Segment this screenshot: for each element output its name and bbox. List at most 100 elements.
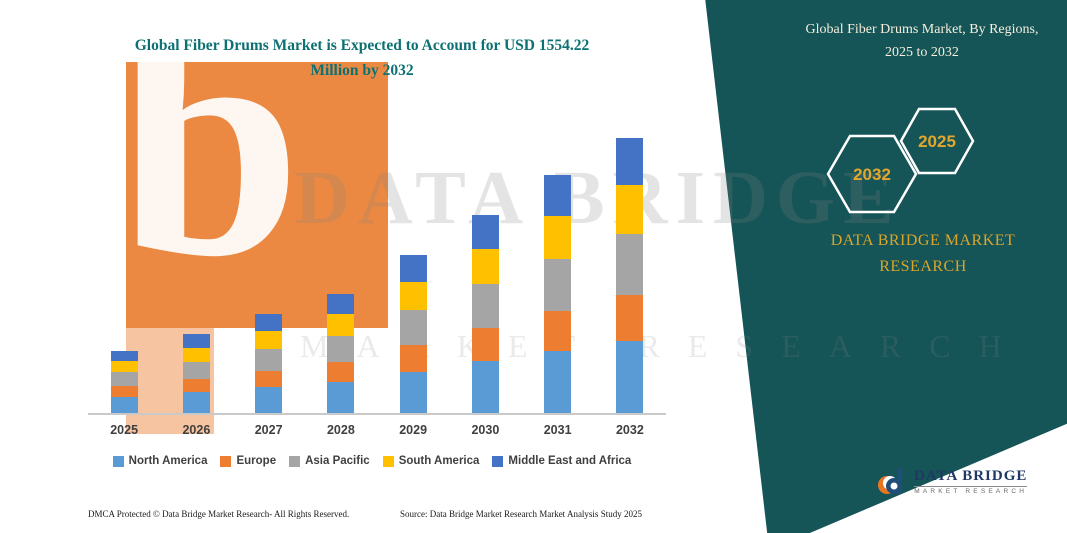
legend-swatch-north-america [112,455,124,467]
side-panel-heading: Global Fiber Drums Market, By Regions, 2… [805,22,1039,61]
segment-south-america-2026 [182,347,210,362]
segment-middle-east-and-africa-2025 [110,350,138,362]
segment-asia-pacific-2031 [544,258,572,311]
stacked-bar-2029 [399,254,427,413]
hexagon-2025 [899,107,975,175]
stacked-bar-2032 [616,137,644,413]
stacked-bar-2031 [544,175,572,413]
legend-swatch-middle-east-and-africa [492,455,504,467]
chart-legend: North America Europe Asia Pacific South Ame… [62,455,682,467]
logo-subtitle: MARKET RESEARCH [914,485,1028,495]
legend-swatch-europe [220,455,232,467]
data-bridge-b-watermark: b [126,62,388,328]
bar-slot-2025 [88,112,160,413]
segment-europe-2029 [399,345,427,372]
data-bridge-logo: DATA BRIDGE MARKET RESEARCH [876,466,1028,496]
stacked-bar-2026 [182,333,210,413]
segment-south-america-2029 [399,281,427,311]
footer-source-text: Source: Data Bridge Market Research Mark… [400,509,642,519]
segment-europe-2028 [327,362,355,383]
plot-area [88,112,666,415]
segment-south-america-2028 [327,314,355,336]
segment-asia-pacific-2028 [327,335,355,363]
segment-asia-pacific-2029 [399,310,427,346]
segment-europe-2032 [616,294,644,342]
bar-slot-2032 [594,112,666,413]
x-tick-2027: 2027 [254,423,283,437]
legend-item-europe: Europe [220,455,276,467]
x-tick-2025: 2025 [110,423,139,437]
segment-south-america-2025 [110,361,138,373]
segment-europe-2027 [255,370,283,388]
bar-slot-2031 [522,112,594,413]
legend-label-south-america: South America [398,455,480,467]
segment-south-america-2027 [255,330,283,349]
logo-title: DATA BRIDGE [914,467,1028,484]
x-axis-labels: 2025 2026 2027 2028 2029 2030 2031 2032 [88,423,666,437]
legend-label-asia-pacific: Asia Pacific [305,455,370,467]
legend-item-asia-pacific: Asia Pacific [289,455,370,467]
segment-north-america-2025 [110,396,138,413]
legend-item-north-america: North America [112,455,208,467]
legend-item-south-america: South America [382,455,480,467]
x-tick-2028: 2028 [326,423,355,437]
x-tick-2026: 2026 [182,423,211,437]
bar-slot-2029 [377,112,449,413]
stacked-bar-2030 [471,215,499,413]
segment-north-america-2027 [255,387,283,413]
hexagon-2032-label: 2032 [853,165,891,184]
segment-north-america-2031 [544,351,572,413]
segment-middle-east-and-africa-2029 [399,254,427,282]
panel-brand-text: DATA BRIDGE MARKET RESEARCH [790,228,1056,279]
segment-asia-pacific-2027 [255,348,283,371]
segment-south-america-2030 [471,248,499,285]
segment-north-america-2032 [616,341,644,413]
legend-label-europe: Europe [236,455,277,467]
bar-slot-2028 [305,112,377,413]
segment-middle-east-and-africa-2027 [255,314,283,331]
bar-slot-2026 [160,112,232,413]
segment-asia-pacific-2030 [471,284,499,328]
segment-asia-pacific-2025 [110,372,138,387]
panel-brand-line2: RESEARCH [879,257,967,275]
segment-middle-east-and-africa-2032 [616,137,644,185]
bar-slot-2030 [449,112,521,413]
x-tick-2030: 2030 [471,423,500,437]
hexagon-2032 [826,134,918,214]
footer-dmca-text: DMCA Protected © Data Bridge Market Rese… [88,509,350,519]
legend-label-middle-east-and-africa: Middle East and Africa [508,455,632,467]
segment-north-america-2026 [182,392,210,413]
bar-slot-2027 [233,112,305,413]
stacked-bar-2027 [255,314,283,413]
legend-swatch-south-america [382,455,394,467]
segment-middle-east-and-africa-2030 [471,215,499,249]
x-tick-2032: 2032 [615,423,644,437]
chart-title: Global Fiber Drums Market is Expected to… [134,37,590,79]
segment-north-america-2030 [471,361,499,413]
segment-middle-east-and-africa-2026 [182,333,210,348]
segment-europe-2026 [182,379,210,393]
segment-middle-east-and-africa-2031 [544,175,572,216]
panel-brand-line1: DATA BRIDGE MARKET [830,232,1016,249]
hexagon-2025-label: 2025 [918,132,956,151]
data-bridge-logo-icon [878,468,902,494]
stacked-bar-2025 [110,350,138,413]
watermark-text-line1: DATA BRIDGE [295,156,902,240]
segment-asia-pacific-2032 [616,234,644,295]
legend-label-north-america: North America [128,455,208,467]
legend-swatch-asia-pacific [289,455,301,467]
segment-north-america-2028 [327,382,355,413]
segment-north-america-2029 [399,371,427,413]
segment-europe-2030 [471,327,499,362]
legend-item-middle-east-and-africa: Middle East and Africa [492,455,631,467]
stacked-bar-2028 [327,294,355,413]
segment-europe-2025 [110,386,138,397]
segment-europe-2031 [544,310,572,352]
b-letter-watermark: b [126,62,302,325]
year-hexagons: 2032 2025 [826,107,975,214]
x-tick-2029: 2029 [399,423,428,437]
x-tick-2031: 2031 [543,423,572,437]
logo-text-block: DATA BRIDGE MARKET RESEARCH [914,467,1028,495]
